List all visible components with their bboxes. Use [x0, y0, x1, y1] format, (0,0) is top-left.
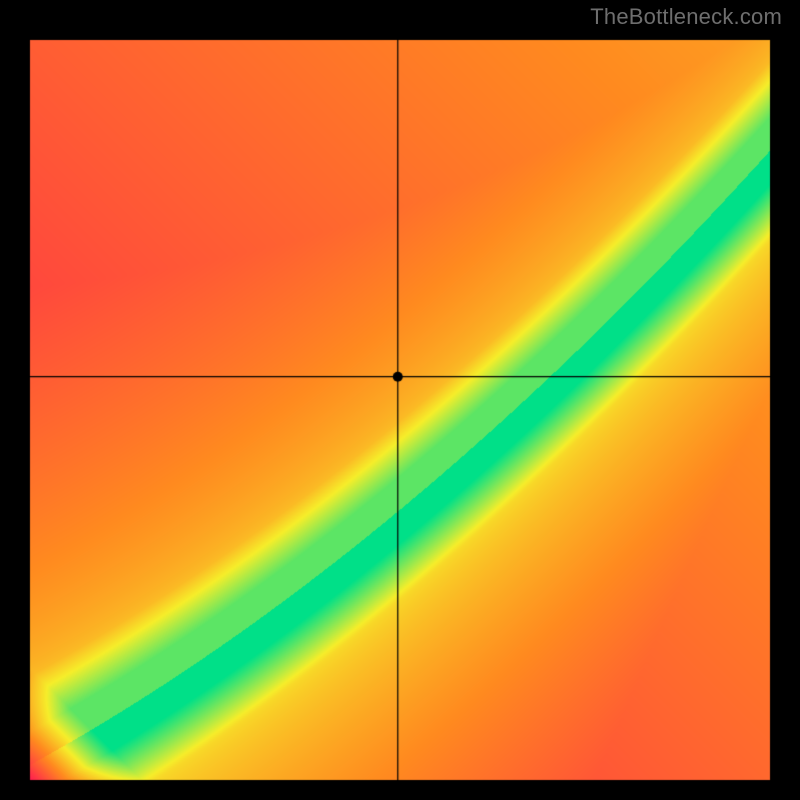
watermark-text: TheBottleneck.com [590, 4, 782, 30]
bottleneck-heatmap [0, 0, 800, 800]
chart-container: { "watermark": { "text": "TheBottleneck.… [0, 0, 800, 800]
